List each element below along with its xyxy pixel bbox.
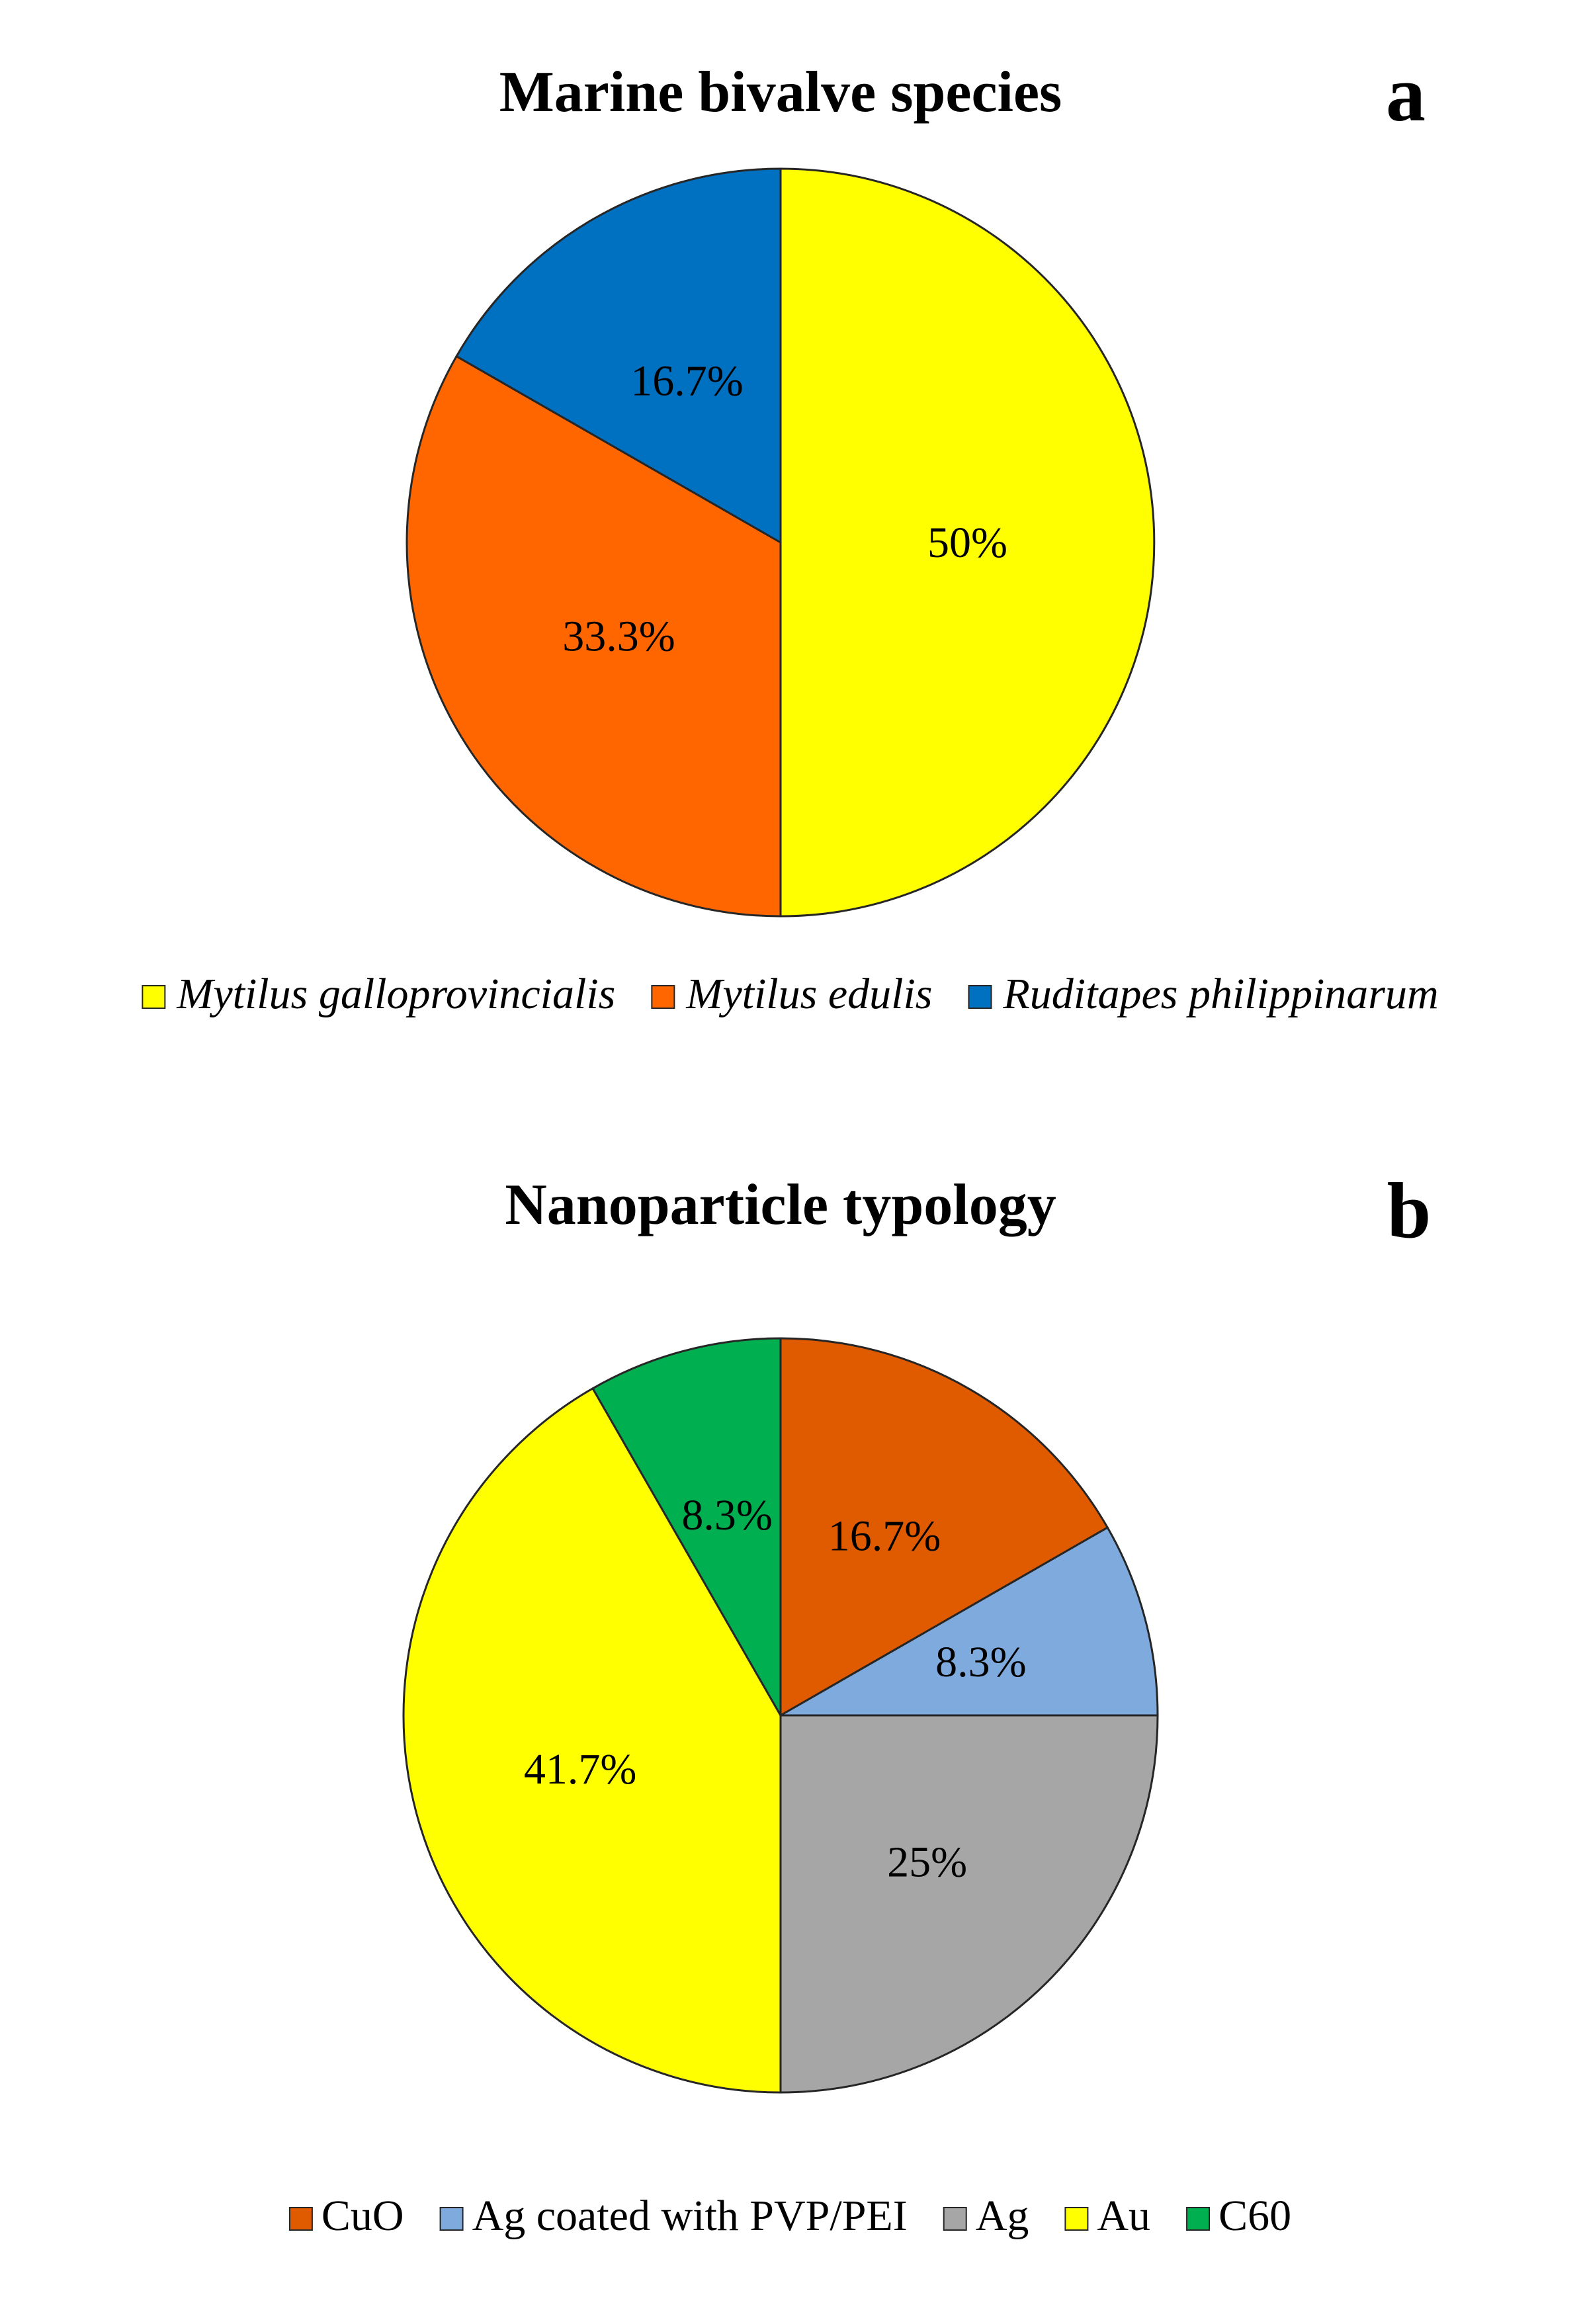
slice-label-3: 16.7% bbox=[630, 357, 743, 405]
slice-label-3: 25% bbox=[887, 1838, 967, 1887]
legend: CuO Ag coated with PVP/PEI Ag Au C60 bbox=[288, 2192, 1291, 2240]
pie-slice-2 bbox=[777, 1526, 1159, 1717]
pie-slice-3 bbox=[455, 167, 782, 544]
pie-slice-1 bbox=[779, 1337, 1109, 1717]
panel-letter: b bbox=[1387, 1166, 1431, 1254]
legend-swatch-1 bbox=[288, 2207, 313, 2231]
pie-slice-1 bbox=[779, 167, 1156, 918]
legend-swatch-3 bbox=[943, 2207, 967, 2231]
slice-labels: 16.7% 8.3% 25% 41.7% 8.3% bbox=[524, 1491, 1027, 1887]
slice-label-1: 16.7% bbox=[828, 1512, 941, 1561]
slice-label-2: 33.3% bbox=[562, 613, 675, 661]
chart-title: Nanoparticle typology bbox=[505, 1173, 1056, 1237]
slice-label-2: 8.3% bbox=[935, 1638, 1026, 1686]
legend-label-1: CuO bbox=[321, 2192, 404, 2240]
legend-swatch-3 bbox=[968, 985, 992, 1009]
legend-label-3: Ruditapes philippinarum bbox=[1002, 970, 1438, 1018]
legend-swatch-2 bbox=[439, 2207, 464, 2231]
slice-label-5: 8.3% bbox=[681, 1491, 772, 1539]
legend: Mytilus galloprovincialis Mytilus edulis R… bbox=[142, 970, 1439, 1018]
legend-label-3: Ag bbox=[976, 2192, 1029, 2240]
legend-label-4: Au bbox=[1097, 2192, 1150, 2240]
slice-label-1: 50% bbox=[927, 519, 1007, 567]
pie-slice-5 bbox=[591, 1337, 782, 1719]
chart-panel-b: Nanoparticle typology b 16.7% 8.3% 25% 41.7… bbox=[0, 1125, 1581, 2324]
legend-label-1: Mytilus galloprovincialis bbox=[176, 970, 615, 1018]
chart-panel-a: Marine bivalve species a 50% 33.3% 16.7% M… bbox=[0, 0, 1581, 1125]
chart-title: Marine bivalve species bbox=[499, 60, 1062, 124]
legend-swatch-1 bbox=[142, 985, 166, 1009]
legend-label-2: Ag coated with PVP/PEI bbox=[472, 2192, 908, 2240]
legend-label-2: Mytilus edulis bbox=[685, 970, 932, 1018]
pie-slices bbox=[402, 1337, 1159, 2094]
legend-swatch-4 bbox=[1064, 2207, 1089, 2231]
legend-label-5: C60 bbox=[1218, 2192, 1291, 2240]
legend-swatch-5 bbox=[1186, 2207, 1211, 2231]
pie-chart-a: Marine bivalve species a 50% 33.3% 16.7% M… bbox=[142, 50, 1439, 1018]
slice-label-4: 41.7% bbox=[524, 1745, 636, 1793]
legend-swatch-2 bbox=[651, 985, 675, 1009]
slice-labels: 50% 33.3% 16.7% bbox=[562, 357, 1007, 660]
pie-slices bbox=[406, 167, 1156, 918]
pie-slice-4 bbox=[402, 1387, 782, 2094]
pie-chart-b: Nanoparticle typology b 16.7% 8.3% 25% 41.7… bbox=[288, 1166, 1431, 2240]
pie-slice-2 bbox=[406, 355, 782, 918]
panel-letter: a bbox=[1386, 50, 1426, 138]
pie-slice-3 bbox=[779, 1714, 1159, 2094]
